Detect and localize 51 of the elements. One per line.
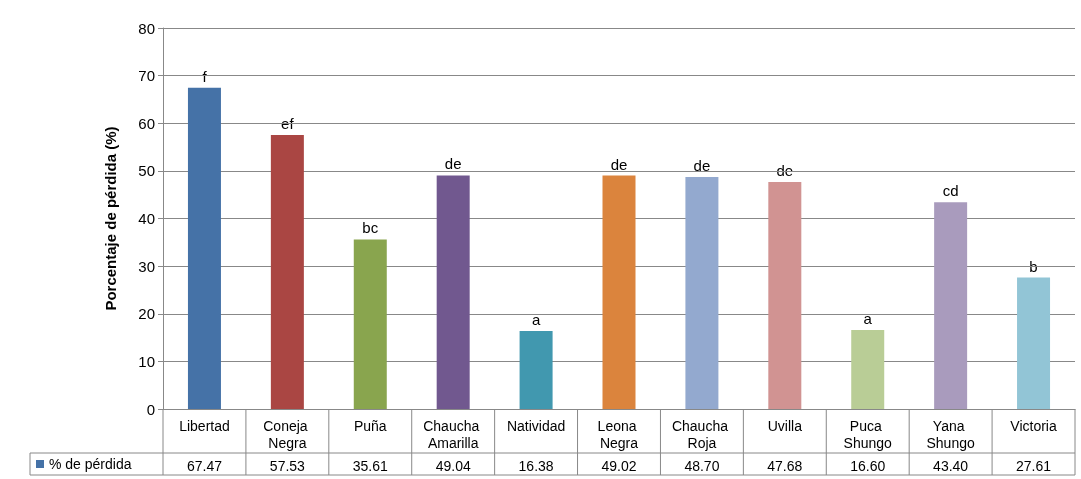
data-label: 43.40 — [933, 458, 969, 474]
x-tick-label: Natividad — [506, 417, 566, 434]
bar — [436, 175, 470, 409]
annotation: a — [863, 309, 873, 327]
y-axis-title: Porcentaje de pérdida (%) — [102, 126, 119, 311]
data-label: 27.61 — [1016, 458, 1052, 474]
x-tick-label: Puca Shungo — [843, 417, 893, 451]
bar — [353, 239, 387, 409]
annotation: de — [610, 155, 628, 173]
annotation: cd — [942, 182, 959, 200]
y-tick-label: 40 — [138, 210, 155, 227]
legend-label: % de pérdida — [49, 456, 132, 472]
bar — [851, 329, 885, 409]
bar — [1017, 277, 1051, 409]
x-tick-label: Leona Negra — [597, 417, 641, 451]
bar — [187, 87, 221, 409]
x-tick-label: Chaucha Roja — [671, 417, 732, 451]
data-label: 47.68 — [767, 458, 803, 474]
y-tick-label: 50 — [138, 162, 155, 180]
x-tick-label: Puña — [353, 417, 387, 434]
annotation: a — [531, 310, 541, 328]
data-label: 48.70 — [684, 458, 720, 474]
x-tick-label: Victoria — [1010, 417, 1057, 434]
data-label: 57.53 — [269, 458, 306, 474]
data-label: 35.61 — [352, 458, 388, 474]
y-tick-label: 30 — [138, 257, 155, 275]
x-tick-label: Chaucha Amarilla — [423, 417, 484, 451]
data-label: 16.38 — [518, 458, 554, 474]
y-tick-label: 20 — [138, 305, 155, 323]
y-tick-label: 10 — [138, 352, 155, 370]
bar — [519, 330, 553, 409]
bar — [270, 135, 304, 409]
annotation: de — [693, 157, 711, 175]
data-label: 49.02 — [601, 458, 637, 474]
data-label: 67.47 — [186, 458, 223, 474]
bar — [685, 177, 719, 409]
x-tick-label: Uvilla — [767, 417, 803, 434]
x-tick-label: Libertad — [179, 417, 230, 434]
y-tick-label: 0 — [146, 400, 155, 418]
bar — [602, 175, 636, 409]
y-tick-label: 70 — [138, 67, 155, 85]
annotation: bc — [362, 219, 379, 237]
y-tick-label: 60 — [138, 114, 155, 132]
data-label: 16.60 — [850, 458, 886, 474]
data-label: 49.04 — [435, 458, 471, 474]
annotation: de — [444, 155, 462, 173]
bar — [768, 181, 802, 409]
x-tick-label: Coneja Negra — [263, 417, 312, 451]
bar — [934, 202, 968, 409]
x-tick-label: Yana Shungo — [926, 417, 975, 451]
y-tick-label: 80 — [138, 19, 155, 37]
